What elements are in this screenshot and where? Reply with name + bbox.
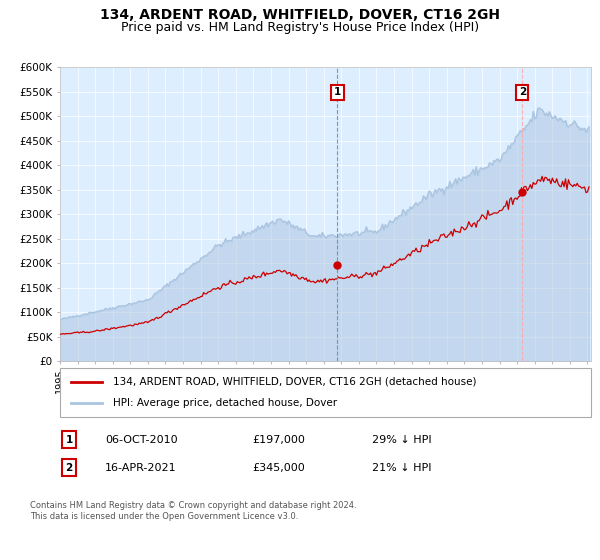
- FancyBboxPatch shape: [60, 368, 591, 417]
- Text: 134, ARDENT ROAD, WHITFIELD, DOVER, CT16 2GH: 134, ARDENT ROAD, WHITFIELD, DOVER, CT16…: [100, 8, 500, 22]
- Text: Contains HM Land Registry data © Crown copyright and database right 2024.
This d: Contains HM Land Registry data © Crown c…: [30, 501, 356, 521]
- Text: Price paid vs. HM Land Registry's House Price Index (HPI): Price paid vs. HM Land Registry's House …: [121, 21, 479, 34]
- Text: £345,000: £345,000: [252, 463, 305, 473]
- Text: 16-APR-2021: 16-APR-2021: [105, 463, 176, 473]
- Text: 29% ↓ HPI: 29% ↓ HPI: [372, 435, 431, 445]
- Text: 21% ↓ HPI: 21% ↓ HPI: [372, 463, 431, 473]
- Text: 06-OCT-2010: 06-OCT-2010: [105, 435, 178, 445]
- Text: £197,000: £197,000: [252, 435, 305, 445]
- Text: 2: 2: [518, 87, 526, 97]
- Text: 2: 2: [65, 463, 73, 473]
- Text: HPI: Average price, detached house, Dover: HPI: Average price, detached house, Dove…: [113, 398, 337, 408]
- Text: 1: 1: [334, 87, 341, 97]
- Text: 1: 1: [65, 435, 73, 445]
- Text: 134, ARDENT ROAD, WHITFIELD, DOVER, CT16 2GH (detached house): 134, ARDENT ROAD, WHITFIELD, DOVER, CT16…: [113, 377, 476, 387]
